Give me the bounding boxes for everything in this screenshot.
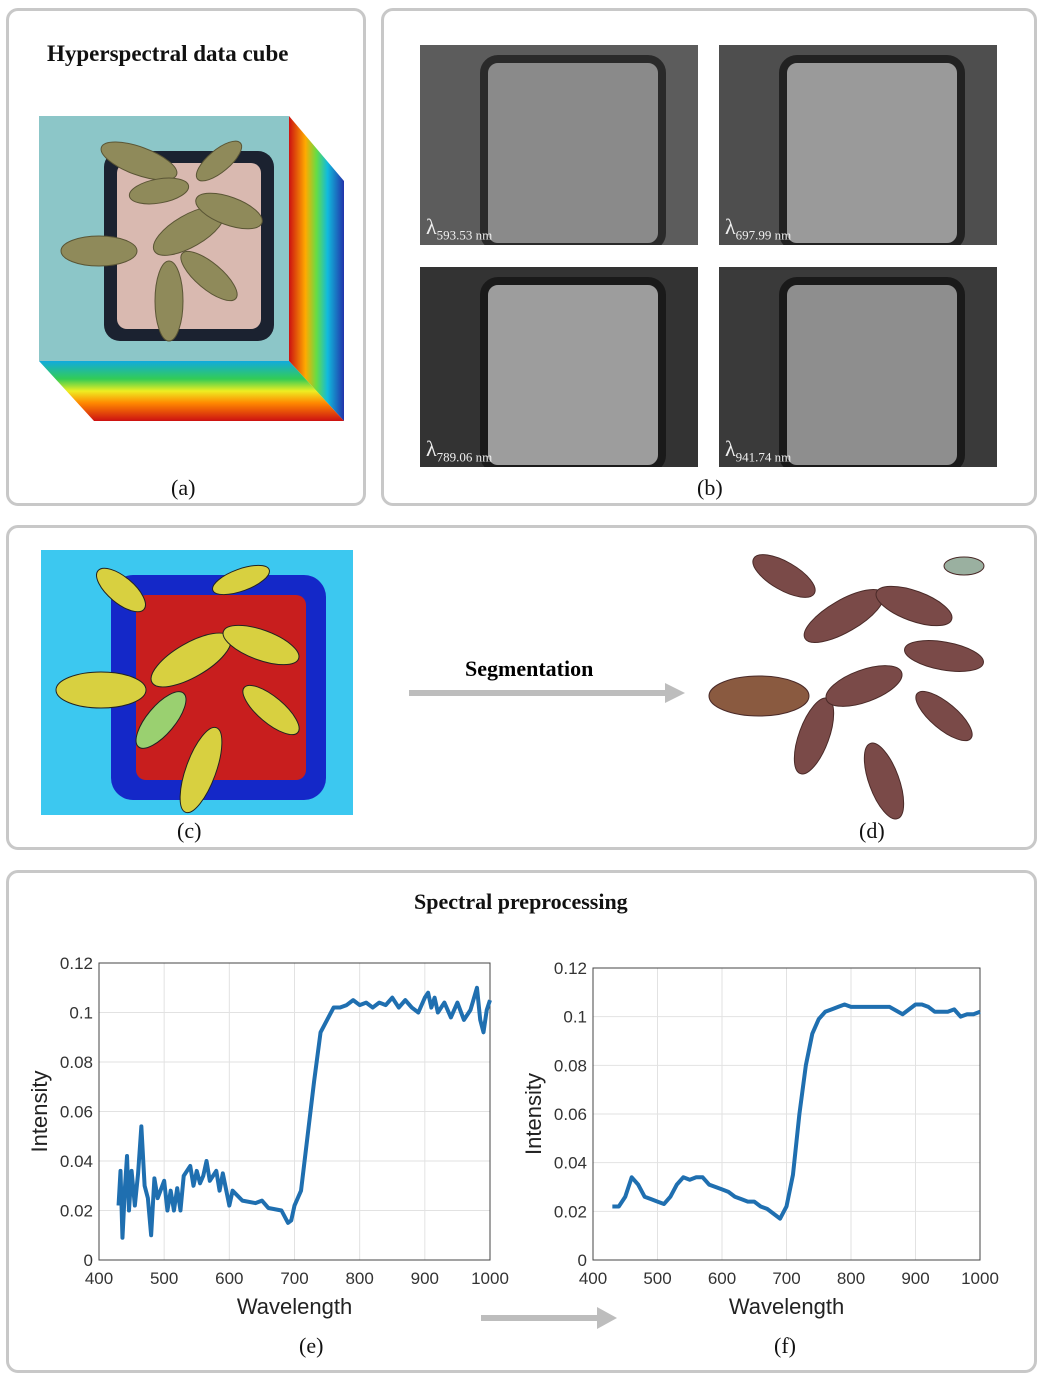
x-tick-label: 1000 bbox=[961, 1269, 999, 1288]
y-tick-label: 0.02 bbox=[554, 1202, 587, 1221]
caption-e: (e) bbox=[299, 1333, 324, 1358]
band-symbol: λ bbox=[725, 213, 736, 239]
band-image-3: λ789.06 nm bbox=[420, 267, 698, 467]
caption-a: (a) bbox=[171, 475, 196, 500]
y-tick-label: 0.12 bbox=[60, 954, 93, 973]
band-wavelength: 593.53 nm bbox=[436, 227, 493, 242]
x-tick-label: 800 bbox=[345, 1269, 373, 1288]
band-image-2: λ697.99 nm bbox=[719, 45, 997, 245]
y-tick-label: 0.08 bbox=[60, 1053, 93, 1072]
y-tick-label: 0.04 bbox=[554, 1154, 587, 1173]
band-symbol: λ bbox=[725, 435, 736, 461]
panel-a: Hyperspectral data cube (a) bbox=[6, 8, 366, 506]
panel-segmentation: Segmentation (c) (d) bbox=[6, 525, 1037, 850]
band-image-1: λ593.53 nm bbox=[420, 45, 698, 245]
pseudocolor-image bbox=[41, 550, 353, 815]
x-tick-label: 500 bbox=[643, 1269, 671, 1288]
band-wavelength: 789.06 nm bbox=[436, 449, 493, 464]
x-tick-label: 800 bbox=[837, 1269, 865, 1288]
x-axis-label: Wavelength bbox=[729, 1294, 844, 1319]
caption-b: (b) bbox=[697, 475, 723, 500]
x-tick-label: 400 bbox=[579, 1269, 607, 1288]
y-tick-label: 0.08 bbox=[554, 1056, 587, 1075]
x-axis-label: Wavelength bbox=[237, 1294, 352, 1319]
segmentation-label: Segmentation bbox=[465, 656, 594, 681]
panel-ef-title: Spectral preprocessing bbox=[414, 889, 628, 914]
x-tick-label: 900 bbox=[411, 1269, 439, 1288]
x-tick-label: 700 bbox=[280, 1269, 308, 1288]
y-tick-label: 0.06 bbox=[60, 1103, 93, 1122]
y-tick-label: 0.1 bbox=[563, 1008, 587, 1027]
y-axis-label: Intensity bbox=[27, 1071, 52, 1153]
x-tick-label: 1000 bbox=[471, 1269, 509, 1288]
band-wavelength: 941.74 nm bbox=[735, 449, 792, 464]
caption-f: (f) bbox=[774, 1333, 796, 1358]
spectrum-line bbox=[612, 1002, 981, 1221]
x-tick-label: 500 bbox=[150, 1269, 178, 1288]
y-axis-label: Intensity bbox=[521, 1073, 546, 1155]
caption-c: (c) bbox=[177, 818, 202, 843]
arrow-icon bbox=[409, 683, 685, 703]
y-tick-label: 0.02 bbox=[60, 1202, 93, 1221]
y-tick-label: 0.1 bbox=[69, 1004, 93, 1023]
segmented-plant-image bbox=[708, 554, 985, 820]
spectrum-line bbox=[116, 985, 492, 1240]
axes-box bbox=[98, 962, 491, 1261]
band-wavelength: 697.99 nm bbox=[735, 227, 792, 242]
panel-a-title: Hyperspectral data cube bbox=[47, 41, 289, 66]
x-tick-label: 900 bbox=[901, 1269, 929, 1288]
y-tick-label: 0 bbox=[84, 1251, 93, 1270]
band-image-4: λ941.74 nm bbox=[719, 267, 997, 467]
arrow-icon bbox=[481, 1307, 617, 1329]
band-symbol: λ bbox=[426, 213, 437, 239]
x-tick-label: 700 bbox=[772, 1269, 800, 1288]
y-tick-label: 0.04 bbox=[60, 1152, 93, 1171]
chart-f: 400 500 600 700 800 900 1000 0 0.02 0.04 0.06 0.08 0… bbox=[521, 959, 999, 1319]
y-tick-label: 0.06 bbox=[554, 1105, 587, 1124]
hyperspectral-cube-image bbox=[39, 116, 344, 421]
axes-box bbox=[592, 967, 981, 1261]
y-tick-label: 0.12 bbox=[554, 959, 587, 978]
caption-d: (d) bbox=[859, 818, 885, 843]
panel-b: λ593.53 nm λ697.99 nm λ789.06 nm λ941.74… bbox=[381, 8, 1037, 506]
chart-e: 400 500 600 700 800 900 1000 0 0.02 0.04 0.06 0.08 0… bbox=[27, 954, 509, 1319]
y-tick-label: 0 bbox=[578, 1251, 587, 1270]
x-tick-label: 400 bbox=[85, 1269, 113, 1288]
x-tick-label: 600 bbox=[708, 1269, 736, 1288]
band-symbol: λ bbox=[426, 435, 437, 461]
x-tick-label: 600 bbox=[215, 1269, 243, 1288]
